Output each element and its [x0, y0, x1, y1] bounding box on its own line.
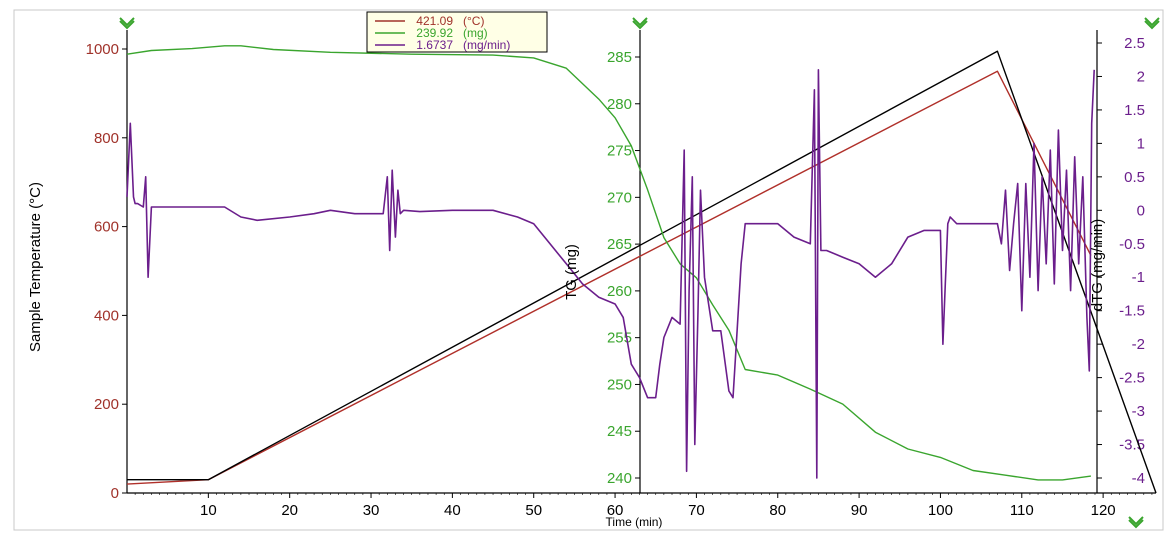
tg-tick-label: 285: [607, 49, 632, 66]
x-tick-label: 90: [851, 502, 868, 519]
tg-tick-label: 260: [607, 283, 632, 300]
dtg-tick-label: -2: [1132, 336, 1145, 353]
dtg-tick-label: 0: [1137, 202, 1145, 219]
x-tick-label: 60: [607, 502, 624, 519]
dtg-tick-label: 2.5: [1124, 35, 1145, 52]
x-tick-label: 30: [363, 502, 380, 519]
tg-tick-label: 245: [607, 423, 632, 440]
temperature-tick-label: 1000: [86, 41, 119, 58]
tg-tick-label: 280: [607, 96, 632, 113]
legend-value: 1.6737: [416, 38, 453, 52]
dtg-tick-label: 1.5: [1124, 102, 1145, 119]
x-tick-label: 80: [769, 502, 786, 519]
legend-unit: (mg/min): [463, 38, 510, 52]
tg-tick-label: 275: [607, 143, 632, 160]
temperature-tick-label: 200: [94, 396, 119, 413]
temperature-tick-label: 800: [94, 130, 119, 147]
dtg-tick-label: -3.5: [1119, 437, 1145, 454]
dtg-tick-label: -4: [1132, 470, 1145, 487]
dtg-tick-label: -2.5: [1119, 370, 1145, 387]
marker-icons: [119, 17, 1160, 529]
legend-box: [366, 11, 548, 53]
chevron-down-icon: [632, 17, 648, 30]
temperature-series-line: [126, 70, 1092, 485]
temperature-axis-label: Sample Temperature (°C): [27, 182, 44, 352]
temperature-tick-label: 400: [94, 307, 119, 324]
x-tick-label: 50: [525, 502, 542, 519]
dtg-axis-label: dTG (mg/min): [1089, 219, 1106, 312]
x-tick-label: 20: [281, 502, 298, 519]
dtg-tick-label: 1: [1137, 135, 1145, 152]
dtg-tick-label: 2: [1137, 68, 1145, 85]
x-tick-label: 40: [444, 502, 461, 519]
reference-temperature-line: [127, 50, 1157, 494]
x-tick-label: 70: [688, 502, 705, 519]
dtg-tick-label: -0.5: [1119, 236, 1145, 253]
tg-tick-label: 265: [607, 236, 632, 253]
tg-tick-label: 240: [607, 470, 632, 487]
dtg-axis: 2.5 2 1.5 1 0.5 0 -0.5 -1 -1.5 -2 -2.5 -3 -3.5 -4: [1097, 35, 1145, 487]
legend-value: 421.09: [416, 14, 453, 28]
dtg-tick-label: -1.5: [1119, 303, 1145, 320]
tg-series-line: [126, 45, 1091, 481]
chevron-down-icon: [1144, 17, 1160, 30]
x-axis: 10 20 30 40 50 60 70 80 90 100 110 120: [134, 493, 1153, 519]
legend-unit: (mg): [463, 26, 488, 40]
legend-value: 239.92: [416, 26, 453, 40]
x-tick-label: 100: [928, 502, 953, 519]
dtg-tick-label: -1: [1132, 269, 1145, 286]
temperature-tick-label: 600: [94, 219, 119, 236]
legend: 421.09 (°C) 239.92 (mg) 1.6737 (mg/min): [366, 11, 548, 53]
dtg-series-line: [126, 69, 1095, 479]
x-tick-label: 120: [1091, 502, 1116, 519]
tg-axis-label: TG (mg): [563, 244, 580, 300]
dtg-tick-label: 0.5: [1124, 169, 1145, 186]
x-tick-label: 10: [200, 502, 217, 519]
tg-tick-label: 270: [607, 189, 632, 206]
tg-tick-label: 250: [607, 376, 632, 393]
chevron-down-icon: [1128, 516, 1144, 529]
legend-unit: (°C): [463, 14, 484, 28]
x-axis-label: Time (min): [606, 515, 663, 529]
series-group: [126, 45, 1157, 494]
plot-frame: [13, 9, 1164, 531]
temperature-axis: 0 200 400 600 800 1000: [86, 41, 127, 502]
outer-border: [13, 9, 1164, 531]
x-tick-label: 110: [1010, 502, 1034, 519]
temperature-tick-label: 0: [111, 485, 119, 502]
chevron-down-icon: [119, 17, 135, 30]
dtg-tick-label: -3: [1132, 403, 1145, 420]
